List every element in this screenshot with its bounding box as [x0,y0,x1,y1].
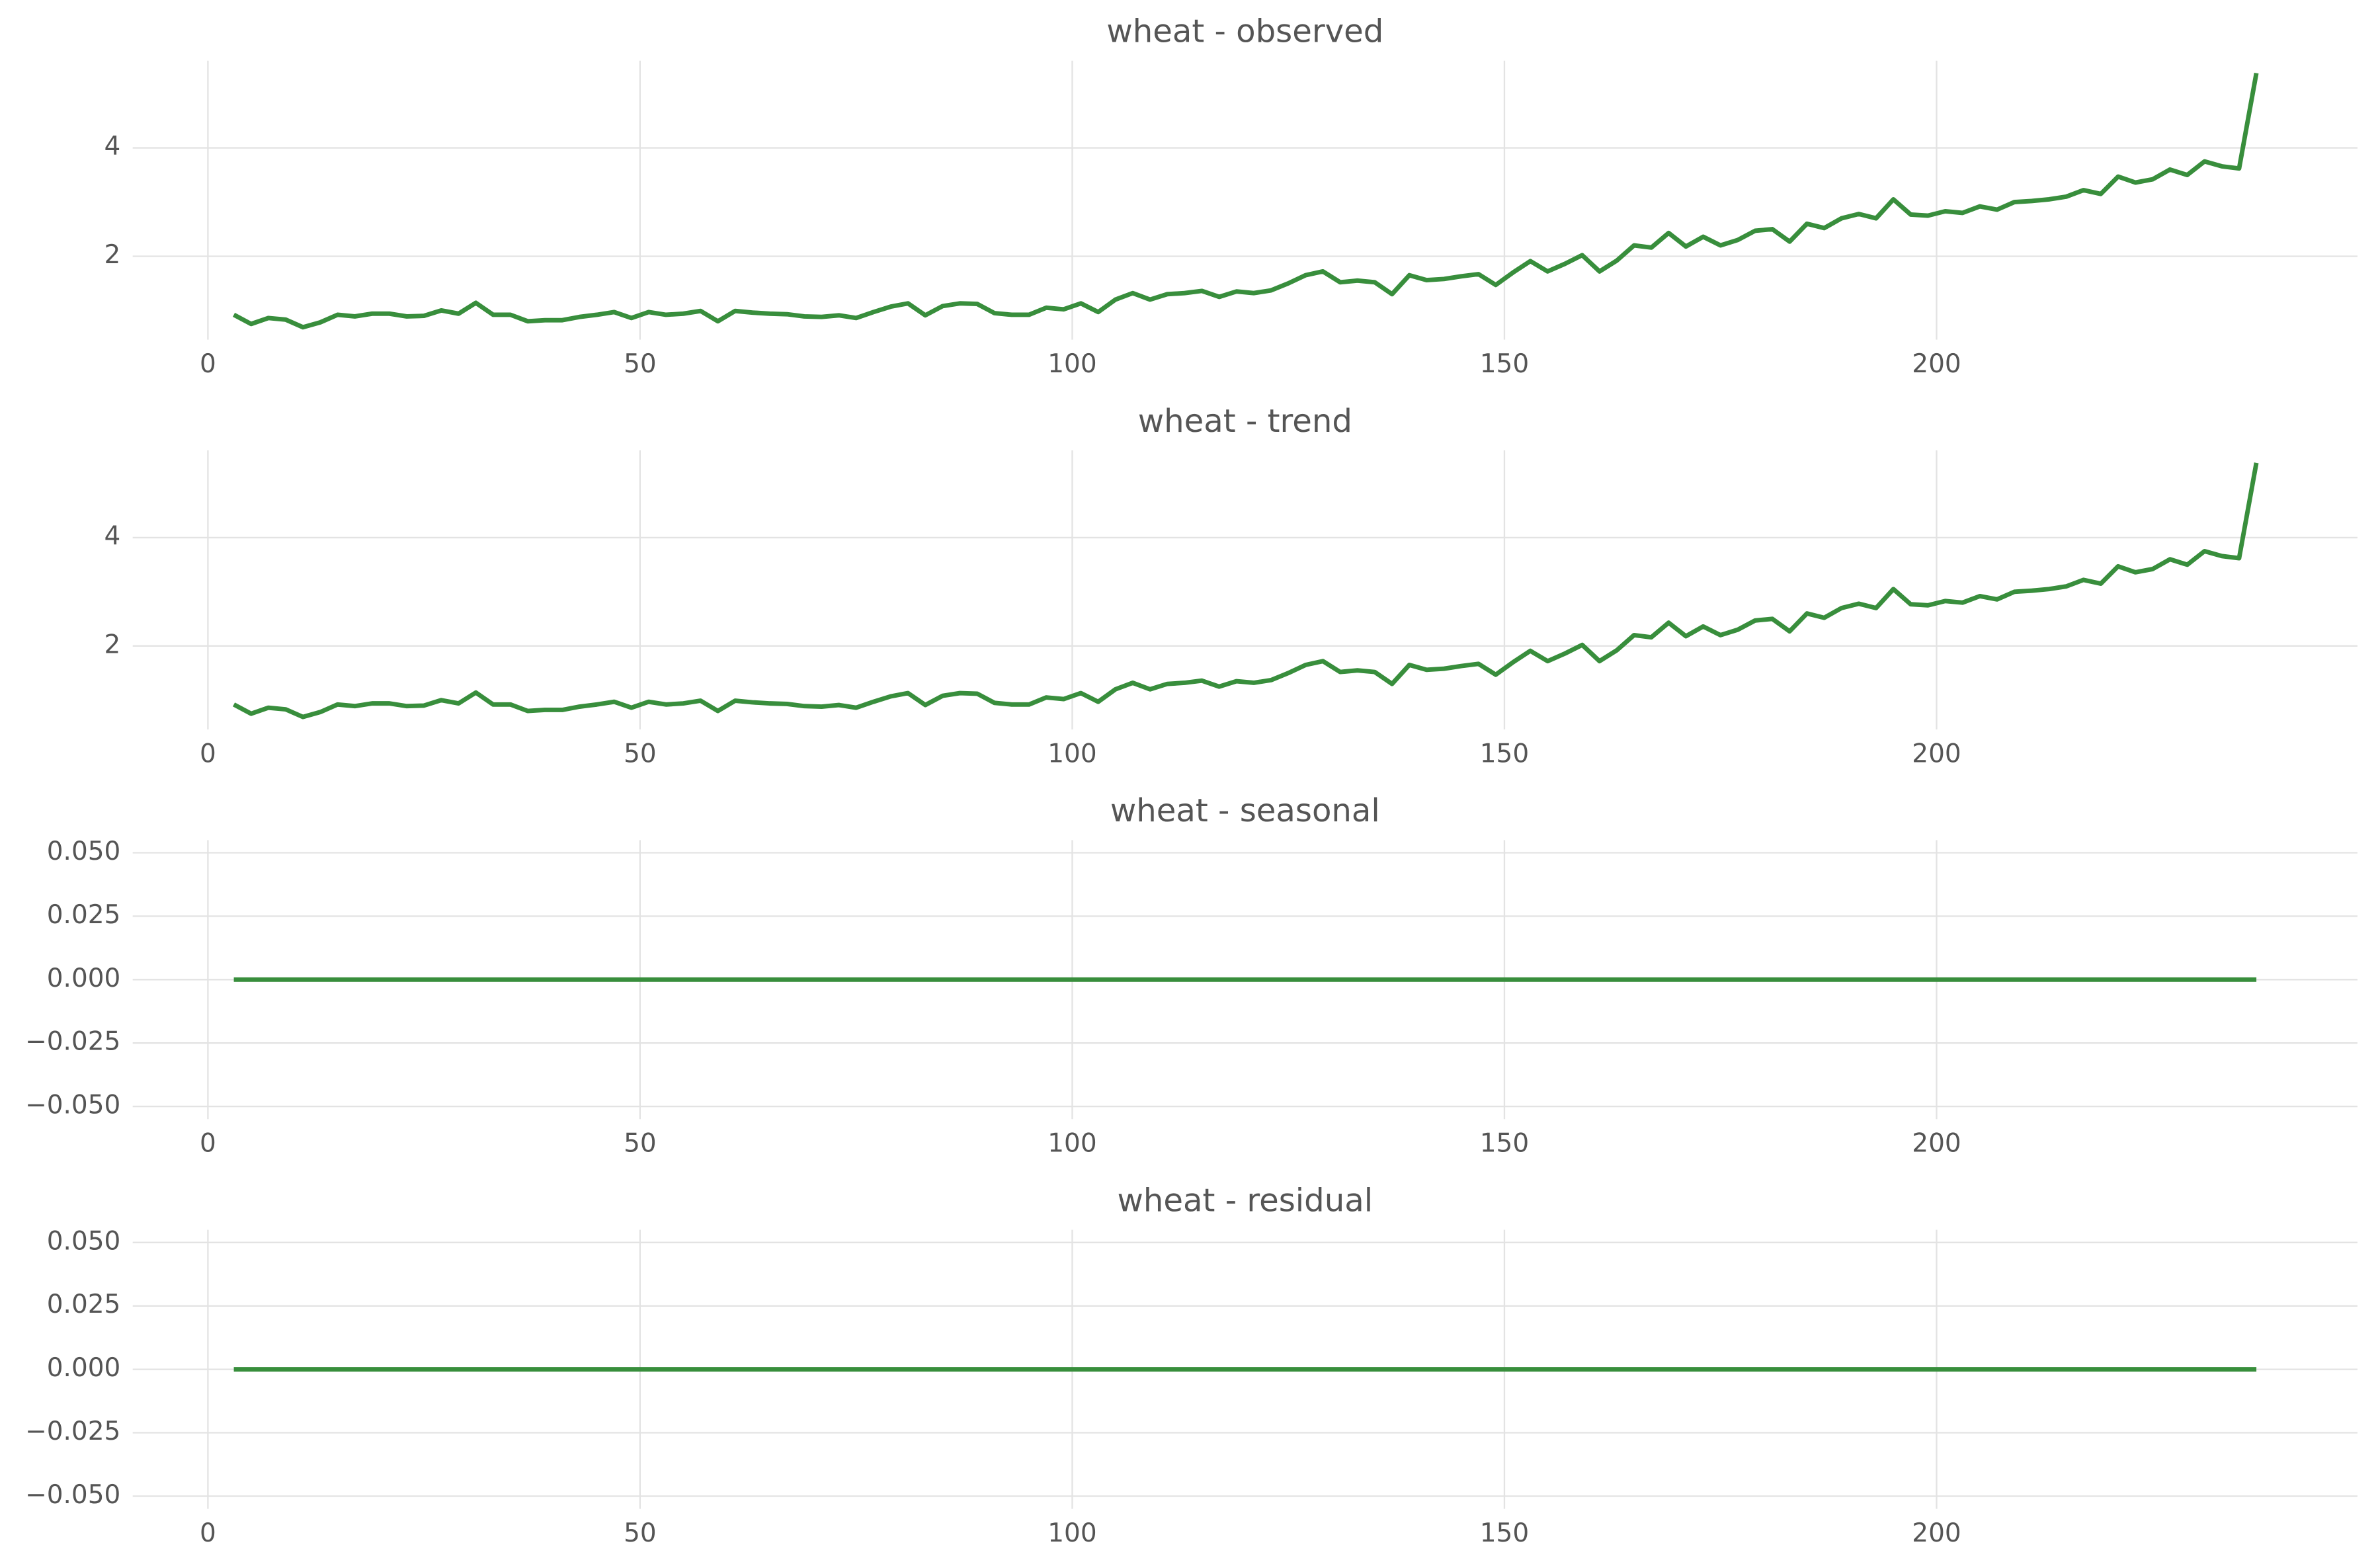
x-tick-label: 200 [1912,1129,1961,1159]
y-tick-label: 0.025 [47,1290,121,1319]
y-tick-label: −0.050 [25,1480,120,1510]
x-tick-label: 50 [624,739,657,768]
x-tick-label: 150 [1480,1129,1529,1159]
series-line [232,462,2259,720]
y-tick-label: 0.000 [47,1353,121,1383]
y-tick-label: 0.000 [47,964,121,993]
subplot-title: wheat - seasonal [1110,792,1380,829]
y-tick-label: 4 [104,521,121,551]
y-tick-label: 2 [104,240,121,270]
x-tick-label: 200 [1912,349,1961,379]
x-tick-label: 200 [1912,1518,1961,1548]
x-tick-label: 150 [1480,1518,1529,1548]
x-tick-label: 150 [1480,739,1529,768]
x-tick-label: 100 [1047,349,1096,379]
x-tick-label: 0 [200,739,216,768]
y-tick-label: 2 [104,630,121,659]
x-tick-label: 200 [1912,739,1961,768]
y-tick-label: 4 [104,132,121,161]
y-tick-label: 0.050 [47,837,121,866]
x-tick-label: 100 [1047,1518,1096,1548]
x-tick-label: 100 [1047,739,1096,768]
y-tick-label: 0.025 [47,900,121,930]
subplot-title: wheat - residual [1118,1182,1374,1219]
x-tick-label: 0 [200,1518,216,1548]
x-tick-label: 0 [200,1129,216,1159]
x-tick-label: 50 [624,349,657,379]
y-tick-label: 0.050 [47,1226,121,1256]
x-tick-label: 50 [624,1518,657,1548]
y-tick-label: −0.025 [25,1027,120,1057]
x-tick-label: 100 [1047,1129,1096,1159]
series-line [232,72,2259,330]
x-tick-label: 0 [200,349,216,379]
y-tick-label: −0.050 [25,1091,120,1120]
subplot-title: wheat - observed [1106,13,1383,50]
x-tick-label: 50 [624,1129,657,1159]
subplot-title: wheat - trend [1138,403,1352,440]
x-tick-label: 150 [1480,349,1529,379]
y-tick-label: −0.025 [25,1417,120,1446]
